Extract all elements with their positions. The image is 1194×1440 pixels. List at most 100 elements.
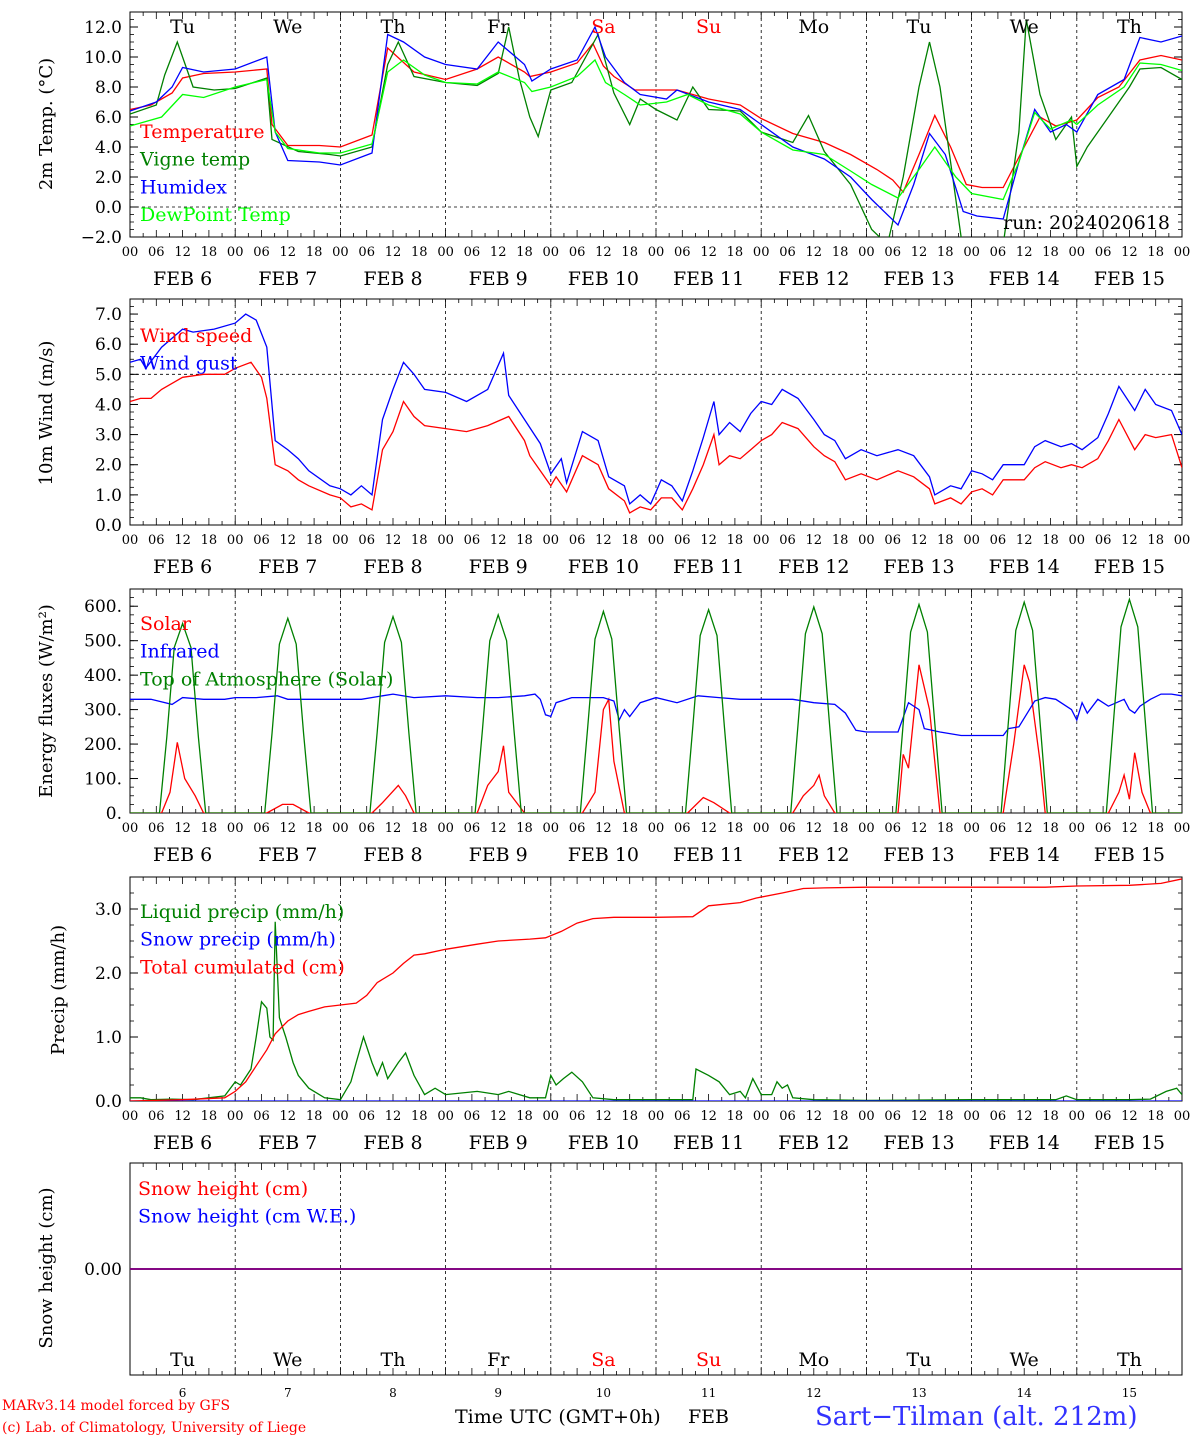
hour-tick-label: 06 xyxy=(779,245,796,260)
hour-tick-label: 06 xyxy=(779,1109,796,1124)
day-number-label: 9 xyxy=(494,1386,502,1400)
legend-entry: Humidex xyxy=(140,176,227,198)
hour-tick-label: 12 xyxy=(700,821,717,836)
y-tick-label: −2.0 xyxy=(81,228,122,248)
hour-tick-label: 18 xyxy=(306,533,323,548)
date-label: FEB 13 xyxy=(883,1132,954,1154)
hour-tick-label: 06 xyxy=(358,533,375,548)
y-tick-label: 0.0 xyxy=(95,198,122,218)
hour-tick-label: 12 xyxy=(1016,821,1033,836)
hour-tick-label: 00 xyxy=(648,821,665,836)
series-line-temperature xyxy=(130,42,1182,194)
weekday-label: Tu xyxy=(170,16,195,38)
y-tick-label: 0.00 xyxy=(84,1260,122,1280)
series-line-vigne-temp xyxy=(130,19,1182,237)
hour-tick-label: 18 xyxy=(621,1109,638,1124)
weekday-label: Su xyxy=(696,16,721,38)
date-label: FEB 10 xyxy=(568,1132,639,1154)
weekday-label: Fr xyxy=(487,1349,510,1371)
legend-entry: Top of Atmosphere (Solar) xyxy=(140,668,393,690)
hour-tick-label: 06 xyxy=(884,821,901,836)
hour-tick-label: 18 xyxy=(306,821,323,836)
y-tick-label: 3.0 xyxy=(95,900,122,920)
hour-tick-label: 12 xyxy=(1121,245,1138,260)
date-label: FEB 14 xyxy=(989,1132,1060,1154)
hour-tick-label: 18 xyxy=(411,821,428,836)
date-label: FEB 14 xyxy=(989,268,1060,290)
hour-tick-label: 00 xyxy=(227,245,244,260)
y-axis-title: Energy fluxes (W/m²) xyxy=(36,604,57,798)
hour-tick-label: 00 xyxy=(543,245,560,260)
date-label: FEB 6 xyxy=(153,556,212,578)
weekday-label: Th xyxy=(1117,1349,1142,1371)
legend-entry: Infrared xyxy=(140,641,220,663)
hour-tick-label: 06 xyxy=(569,245,586,260)
legend-entry: Snow height (cm W.E.) xyxy=(138,1206,356,1228)
hour-tick-label: 06 xyxy=(884,533,901,548)
hour-tick-label: 06 xyxy=(990,821,1007,836)
series-line-wind-gust xyxy=(130,313,1182,506)
hour-tick-label: 06 xyxy=(358,821,375,836)
y-tick-label: 2.0 xyxy=(95,964,122,984)
date-label: FEB 9 xyxy=(469,556,528,578)
legend-entry: DewPoint Temp xyxy=(140,204,291,226)
hour-tick-label: 18 xyxy=(832,245,849,260)
series-line-top-of-atmosphere-solar- xyxy=(130,597,1182,813)
hour-tick-label: 06 xyxy=(569,533,586,548)
hour-tick-label: 12 xyxy=(806,821,823,836)
hour-tick-label: 06 xyxy=(1095,1109,1112,1124)
hour-tick-label: 00 xyxy=(858,1109,875,1124)
hour-tick-label: 18 xyxy=(1042,245,1059,260)
hour-tick-label: 06 xyxy=(884,245,901,260)
date-label: FEB 11 xyxy=(673,556,744,578)
hour-tick-label: 06 xyxy=(358,1109,375,1124)
date-label: FEB 7 xyxy=(258,844,317,866)
day-number-label: 8 xyxy=(389,1386,397,1400)
hour-tick-label: 12 xyxy=(385,821,402,836)
hour-tick-label: 00 xyxy=(543,1109,560,1124)
hour-tick-label: 12 xyxy=(490,821,507,836)
date-label: FEB 9 xyxy=(469,1132,528,1154)
y-tick-label: 400. xyxy=(84,666,122,686)
date-label: FEB 10 xyxy=(568,844,639,866)
hour-tick-label: 06 xyxy=(464,245,481,260)
day-number-label: 15 xyxy=(1122,1386,1137,1400)
hour-tick-label: 12 xyxy=(806,533,823,548)
hour-tick-label: 06 xyxy=(148,533,165,548)
weekday-label: Tu xyxy=(907,1349,932,1371)
hour-tick-label: 18 xyxy=(201,245,218,260)
series-line-total-cumulated-cm- xyxy=(130,878,1182,1101)
hour-tick-label: 00 xyxy=(543,533,560,548)
hour-tick-label: 18 xyxy=(937,1109,954,1124)
hour-tick-label: 12 xyxy=(595,821,612,836)
hour-tick-label: 06 xyxy=(1095,821,1112,836)
station-title: Sart−Tilman (alt. 212m) xyxy=(815,1402,1138,1432)
hour-tick-label: 00 xyxy=(648,533,665,548)
hour-tick-label: 06 xyxy=(990,533,1007,548)
series-line-dewpoint-temp xyxy=(130,58,1182,201)
hour-tick-label: 06 xyxy=(253,533,270,548)
hour-tick-label: 12 xyxy=(385,1109,402,1124)
hour-tick-label: 18 xyxy=(411,245,428,260)
weekday-label: Th xyxy=(381,16,406,38)
legend-entry: Total cumulated (cm) xyxy=(140,956,345,978)
weekday-label: Fr xyxy=(487,16,510,38)
hour-tick-label: 18 xyxy=(1042,533,1059,548)
hour-tick-label: 12 xyxy=(700,1109,717,1124)
hour-tick-label: 18 xyxy=(727,1109,744,1124)
date-label: FEB 8 xyxy=(363,268,422,290)
weekday-label: We xyxy=(273,1349,302,1371)
weekday-label: Su xyxy=(696,1349,721,1371)
hour-tick-label: 00 xyxy=(1069,1109,1086,1124)
hour-tick-label: 12 xyxy=(911,1109,928,1124)
hour-tick-label: 00 xyxy=(753,533,770,548)
hour-tick-label: 00 xyxy=(858,245,875,260)
hour-tick-label: 06 xyxy=(884,1109,901,1124)
hour-tick-label: 06 xyxy=(674,821,691,836)
hour-tick-label: 18 xyxy=(411,533,428,548)
hour-tick-label: 00 xyxy=(332,821,349,836)
hour-tick-label: 18 xyxy=(411,1109,428,1124)
y-tick-label: 0. xyxy=(106,804,122,824)
y-tick-label: 4.0 xyxy=(95,395,122,415)
